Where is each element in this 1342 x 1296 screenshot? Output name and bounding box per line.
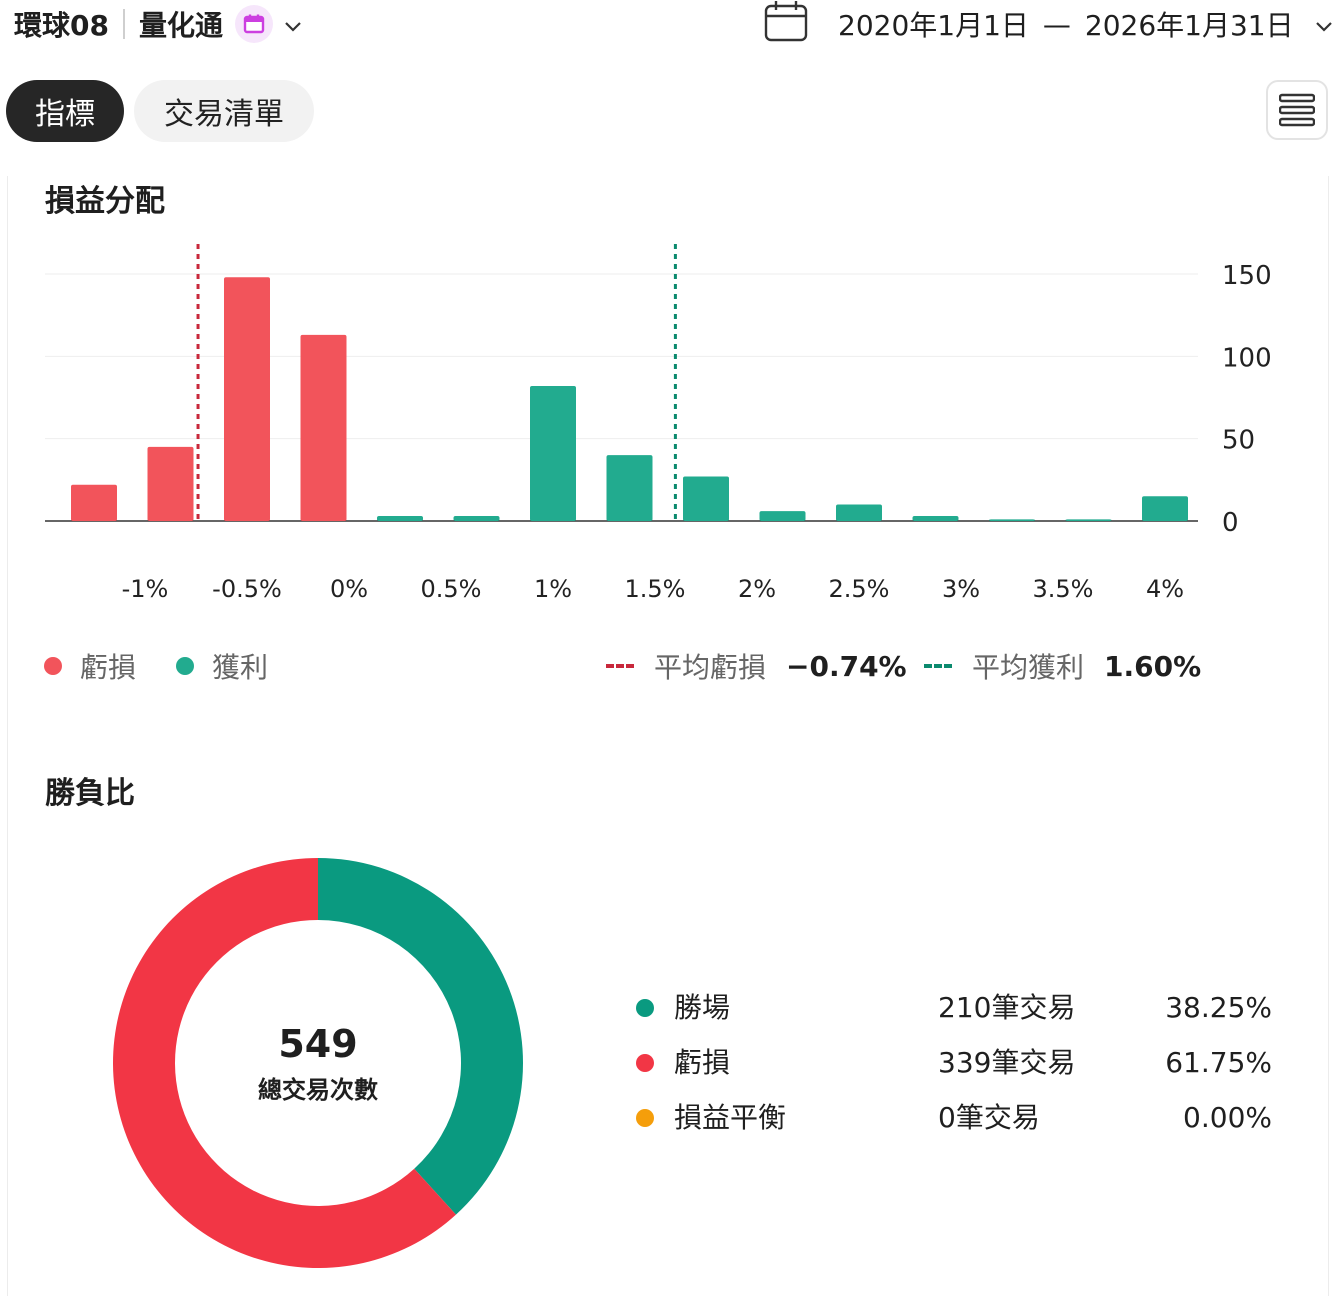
x-tick-label: -0.5% xyxy=(212,575,282,603)
win-percent: 38.25% xyxy=(1165,991,1272,1024)
legend-item-avg-loss: 平均虧損 −0.74% xyxy=(606,644,907,688)
x-tick-label: 3% xyxy=(942,575,980,603)
profit-dot xyxy=(176,657,194,675)
donut-win-slice xyxy=(318,858,523,1215)
y-tick-label: 0 xyxy=(1222,508,1239,538)
legend-item-profit[interactable]: 獲利 xyxy=(176,644,268,688)
legend-profit-label: 獲利 xyxy=(212,651,269,684)
x-tick-label: 4% xyxy=(1146,575,1184,603)
histogram-bar xyxy=(683,476,729,521)
win-loss-donut xyxy=(113,858,523,1268)
legend-avg-profit-value: 1.60% xyxy=(1104,649,1202,683)
x-tick-label: 0% xyxy=(330,575,368,603)
breakeven-row: 損益平衡 0筆交易 0.00% xyxy=(636,1096,1276,1140)
strategy-name: 量化通 xyxy=(138,9,223,42)
loss-percent: 61.75% xyxy=(1165,1046,1272,1079)
win-count: 210筆交易 xyxy=(938,991,1076,1024)
calendar-icon xyxy=(234,5,273,43)
header-divider xyxy=(122,9,125,39)
pnl-distribution-title: 損益分配 xyxy=(45,184,165,219)
breakeven-label: 損益平衡 xyxy=(674,1101,787,1134)
histogram-bar xyxy=(989,519,1035,521)
tab-trade-list[interactable]: 交易清單 xyxy=(134,80,314,142)
loss-count: 339筆交易 xyxy=(938,1046,1076,1079)
x-tick-label: 3.5% xyxy=(1033,575,1094,603)
x-tick-label: 0.5% xyxy=(421,575,482,603)
legend-avg-loss-value: −0.74% xyxy=(786,649,907,683)
histogram-bar xyxy=(912,516,959,521)
chevron-down-icon[interactable] xyxy=(283,8,303,41)
view-tabs: 指標 交易清單 xyxy=(6,80,314,142)
histogram-bar xyxy=(606,455,653,521)
x-tick-label: 1.5% xyxy=(625,575,686,603)
histogram-bar xyxy=(224,277,270,521)
loss-dot xyxy=(44,657,62,675)
histogram-bar xyxy=(1142,496,1188,521)
pnl-histogram: 0 50 100 150 -1% -0.5% 0% 0.5% 1% 1.5% 2% 2.5% 3% 3.5… xyxy=(45,244,1272,603)
y-tick-label: 100 xyxy=(1222,343,1272,373)
metrics-card xyxy=(7,176,1329,1296)
y-tick-label: 150 xyxy=(1222,261,1272,291)
histogram-bar xyxy=(530,385,576,521)
calendar-icon xyxy=(764,0,808,49)
total-trades-label: 總交易次數 xyxy=(258,1076,378,1104)
histogram-bar xyxy=(300,334,347,521)
account-selector[interactable]: 環球08 量化通 xyxy=(14,4,303,44)
win-row: 勝場 210筆交易 38.25% xyxy=(636,986,1276,1030)
legend-loss-label: 虧損 xyxy=(80,651,137,684)
histogram-bar xyxy=(71,484,117,521)
histogram-bar xyxy=(147,446,194,521)
breakeven-count: 0筆交易 xyxy=(938,1101,1040,1134)
legend-item-avg-profit: 平均獲利 1.60% xyxy=(924,644,1201,688)
legend-item-loss[interactable]: 虧損 xyxy=(44,644,136,688)
legend-avg-profit-label: 平均獲利 xyxy=(972,651,1085,684)
win-label: 勝場 xyxy=(674,991,731,1024)
win-loss-title: 勝負比 xyxy=(45,776,135,811)
total-trades-value: 549 xyxy=(278,1022,358,1066)
donut-center: 549 總交易次數 xyxy=(178,1022,458,1105)
y-tick-label: 50 xyxy=(1222,426,1255,456)
loss-dot xyxy=(636,1054,654,1072)
account-name: 環球08 xyxy=(14,9,109,42)
date-range-picker[interactable]: 2020年1月1日 — 2026年1月31日 xyxy=(764,0,1334,49)
histogram-bar xyxy=(1065,519,1112,521)
menu-button[interactable] xyxy=(1266,80,1328,140)
loss-label: 虧損 xyxy=(674,1046,731,1079)
avg-profit-dash xyxy=(924,664,952,668)
breakeven-dot xyxy=(636,1109,654,1127)
histogram-bar xyxy=(453,516,500,521)
legend-avg-loss-label: 平均虧損 xyxy=(654,651,767,684)
tab-metrics[interactable]: 指標 xyxy=(6,80,124,142)
x-tick-label: 2.5% xyxy=(829,575,890,603)
donut-loss-slice xyxy=(113,858,456,1268)
histogram-bar xyxy=(759,511,806,521)
pnl-legend: 虧損 獲利 平均虧損 −0.74% 平均獲利 1.60% xyxy=(44,644,1204,688)
x-tick-label: 1% xyxy=(534,575,572,603)
date-start: 2020年1月1日 xyxy=(838,9,1029,42)
histogram-bar xyxy=(836,504,882,521)
chevron-down-icon[interactable] xyxy=(1314,8,1334,41)
x-tick-label: -1% xyxy=(122,575,169,603)
win-dot xyxy=(636,999,654,1017)
date-end: 2026年1月31日 xyxy=(1084,9,1294,42)
avg-loss-dash xyxy=(606,664,634,668)
date-separator: — xyxy=(1042,7,1071,41)
x-tick-label: 2% xyxy=(738,575,776,603)
histogram-bar xyxy=(377,516,423,521)
top-header: 環球08 量化通 2020年1月1日 — 2026年1月31日 xyxy=(0,0,1342,50)
breakeven-percent: 0.00% xyxy=(1183,1101,1272,1134)
loss-row: 虧損 339筆交易 61.75% xyxy=(636,1041,1276,1085)
